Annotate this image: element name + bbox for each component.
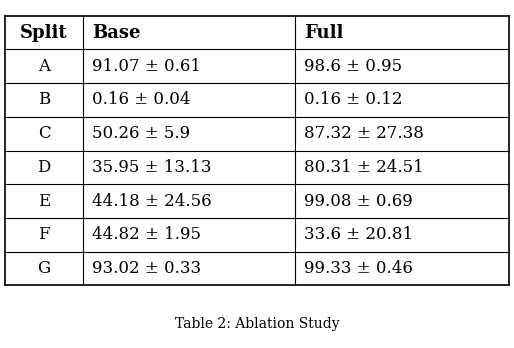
Text: Split: Split (21, 24, 68, 41)
Text: C: C (38, 125, 50, 142)
Text: 80.31 ± 24.51: 80.31 ± 24.51 (304, 159, 424, 176)
Text: Full: Full (304, 24, 343, 41)
Text: 99.08 ± 0.69: 99.08 ± 0.69 (304, 192, 413, 209)
Text: 93.02 ± 0.33: 93.02 ± 0.33 (93, 260, 201, 277)
Text: 87.32 ± 27.38: 87.32 ± 27.38 (304, 125, 424, 142)
Text: 0.16 ± 0.04: 0.16 ± 0.04 (93, 92, 191, 109)
Text: D: D (38, 159, 51, 176)
Text: 44.82 ± 1.95: 44.82 ± 1.95 (93, 226, 201, 243)
Text: 99.33 ± 0.46: 99.33 ± 0.46 (304, 260, 413, 277)
Text: 44.18 ± 24.56: 44.18 ± 24.56 (93, 192, 212, 209)
Text: E: E (38, 192, 50, 209)
Text: 91.07 ± 0.61: 91.07 ± 0.61 (93, 58, 201, 75)
Text: 33.6 ± 20.81: 33.6 ± 20.81 (304, 226, 413, 243)
Text: 98.6 ± 0.95: 98.6 ± 0.95 (304, 58, 402, 75)
Text: A: A (38, 58, 50, 75)
Text: G: G (38, 260, 51, 277)
Text: Table 2: Ablation Study: Table 2: Ablation Study (175, 317, 339, 331)
Text: 50.26 ± 5.9: 50.26 ± 5.9 (93, 125, 191, 142)
Text: 35.95 ± 13.13: 35.95 ± 13.13 (93, 159, 212, 176)
Text: Base: Base (93, 24, 141, 41)
Text: F: F (39, 226, 50, 243)
Text: 0.16 ± 0.12: 0.16 ± 0.12 (304, 92, 402, 109)
Text: B: B (38, 92, 50, 109)
